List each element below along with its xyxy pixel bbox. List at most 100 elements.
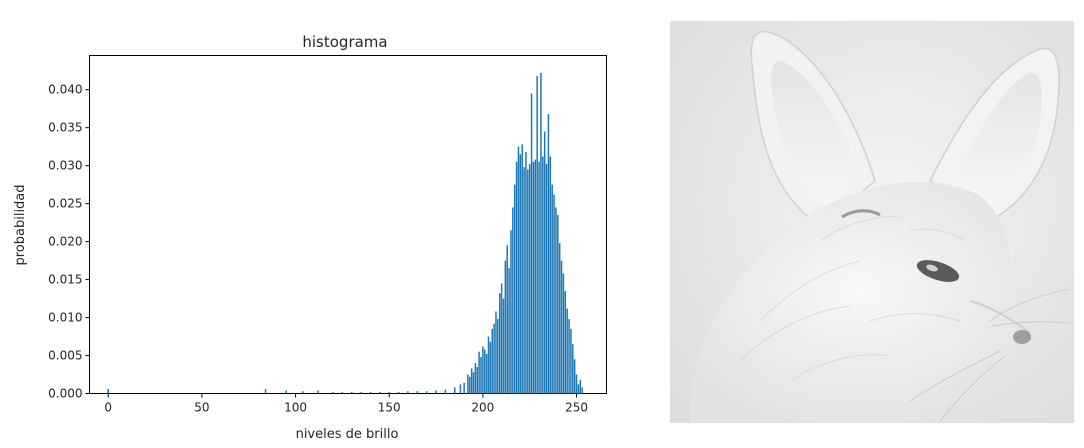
histogram-bar [534, 159, 537, 394]
histogram-bar [542, 156, 544, 394]
fennec-fox-photo [670, 21, 1074, 423]
histogram-bar [517, 146, 520, 394]
histogram-bar [483, 349, 486, 394]
histogram-bar [545, 164, 548, 394]
y-tick-label: 0.015 [48, 273, 82, 287]
y-tick-label: 0.030 [48, 159, 82, 173]
histogram-bar [397, 391, 400, 394]
y-tick-label: 0.005 [48, 349, 82, 363]
chart-title: histograma [302, 33, 387, 51]
histogram-bar [512, 207, 514, 394]
histogram-bar [425, 391, 428, 394]
histogram-bar [532, 161, 535, 394]
histogram-bar [369, 391, 372, 394]
histogram-bar [547, 113, 550, 394]
y-tick-label: 0.000 [48, 387, 82, 401]
histogram-bar [472, 372, 475, 394]
y-tick-label: 0.010 [48, 311, 82, 325]
histogram-bar [521, 144, 523, 394]
histogram-bar [506, 245, 508, 394]
histogram-bar [107, 388, 109, 394]
y-axis: 0.000 0.005 0.010 0.015 0.020 0.025 0.030 0.035… [48, 83, 90, 401]
histogram-bar [388, 391, 390, 394]
histogram-bar [482, 346, 484, 394]
histogram-bar [474, 363, 477, 394]
histogram-bar [416, 391, 419, 394]
histogram-bar [560, 260, 563, 394]
histogram-bar [285, 390, 287, 394]
histogram-bar [557, 215, 559, 394]
histogram-bar [485, 354, 488, 394]
histogram-bar [575, 374, 578, 394]
histogram-bar [332, 391, 334, 394]
histogram-bar [555, 207, 557, 394]
histogram-bar [470, 368, 473, 394]
x-tick-label: 200 [471, 401, 494, 415]
x-tick-label: 100 [284, 401, 307, 415]
histogram-bar [491, 328, 493, 394]
x-axis: 0 50 100 150 200 250 [104, 393, 588, 415]
histogram-bar [543, 131, 546, 394]
histogram-bar [463, 382, 465, 394]
histogram-bar [519, 154, 522, 394]
x-tick-label: 250 [565, 401, 588, 415]
histogram-bar [581, 387, 583, 394]
histogram-bar [525, 151, 527, 394]
histogram-bar [572, 344, 574, 394]
histogram-bar [551, 184, 553, 394]
histogram-bar [467, 374, 469, 394]
y-tick-label: 0.035 [48, 121, 82, 135]
histogram-bar [513, 184, 516, 394]
histogram-bar [487, 336, 490, 394]
histogram-bar [568, 319, 570, 394]
y-tick-label: 0.025 [48, 197, 82, 211]
histogram-bar [515, 161, 518, 394]
histogram-bar [495, 311, 497, 394]
histogram-bar [360, 391, 362, 394]
histogram-bar [508, 268, 510, 394]
histogram-bar [478, 351, 480, 394]
histogram-bar [379, 391, 381, 394]
histogram-bar [536, 76, 538, 394]
histogram-bar [498, 293, 501, 394]
histogram-bar [579, 379, 582, 394]
bars-group [107, 72, 583, 394]
histogram-chart: histograma 0 50 100 150 200 250 0.0000.0050.0… [13, 33, 607, 442]
histogram-bar [302, 391, 304, 394]
histogram-bar [444, 389, 447, 394]
histogram-bar [528, 164, 531, 394]
histogram-bar [577, 384, 580, 394]
histogram-bar [566, 308, 568, 394]
histogram-bar [480, 357, 482, 394]
y-tick-label: 0.040 [48, 83, 82, 97]
histogram-bar [459, 384, 462, 394]
histogram-bar [454, 387, 456, 394]
histogram-bar [510, 230, 512, 394]
histogram-bar [570, 328, 572, 394]
histogram-bar [562, 273, 565, 394]
histogram-bar [435, 390, 437, 394]
histogram-bar [476, 366, 478, 394]
histogram-bar [489, 341, 492, 394]
fox-image [670, 21, 1074, 423]
histogram-bar [564, 290, 567, 394]
histogram-bar [500, 283, 503, 394]
histogram-bar [504, 260, 507, 394]
histogram-bar [341, 391, 344, 394]
histogram-bar [530, 93, 533, 394]
x-tick-label: 150 [378, 401, 401, 415]
histogram-bar [317, 390, 319, 394]
histogram-bar [573, 359, 576, 394]
histogram-bar [351, 391, 353, 394]
histogram-bar [497, 319, 499, 394]
histogram-bar [502, 298, 505, 394]
x-tick-label: 0 [104, 401, 112, 415]
histogram-bar [407, 391, 409, 394]
histogram-bar [553, 194, 555, 394]
histogram-bar [527, 169, 529, 394]
histogram-bar [493, 323, 495, 394]
histogram-bar [558, 243, 561, 394]
histogram-bar [469, 376, 471, 394]
histogram-bar [264, 388, 267, 394]
histogram-bar [540, 72, 542, 394]
